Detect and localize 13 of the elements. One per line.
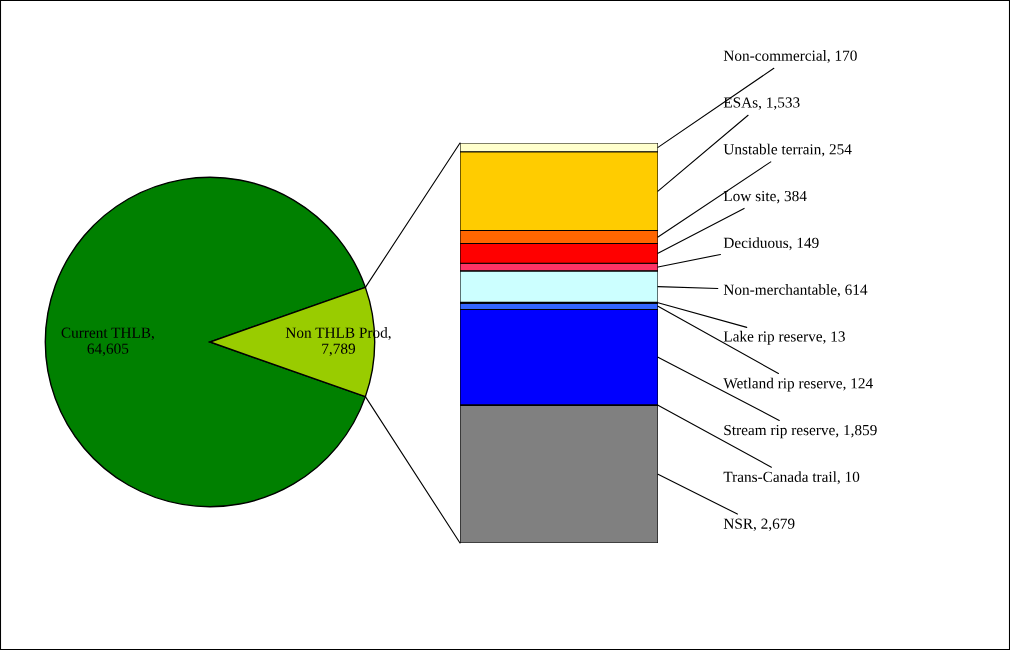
data-label: Trans-Canada trail, 10 [723, 471, 860, 485]
data-label: Lake rip reserve, 13 [723, 330, 845, 345]
data-label: Wetland rip reserve, 124 [723, 377, 873, 392]
data-label: Non-commercial, 170 [723, 50, 857, 64]
data-label: Non-merchantable, 614 [723, 284, 868, 298]
data-label: Deciduous, 149 [723, 237, 819, 251]
data-label: Unstable terrain, 254 [723, 143, 852, 157]
data-label: Current THLB, 64,605 [61, 327, 154, 357]
data-label: Stream rip reserve, 1,859 [724, 424, 877, 439]
data-label: Low site, 384 [723, 190, 807, 204]
data-label: NSR, 2,679 [723, 518, 795, 532]
data-label: Non THLB Prod, 7,789 [285, 327, 391, 357]
data-label: ESAs, 1,533 [723, 97, 800, 110]
